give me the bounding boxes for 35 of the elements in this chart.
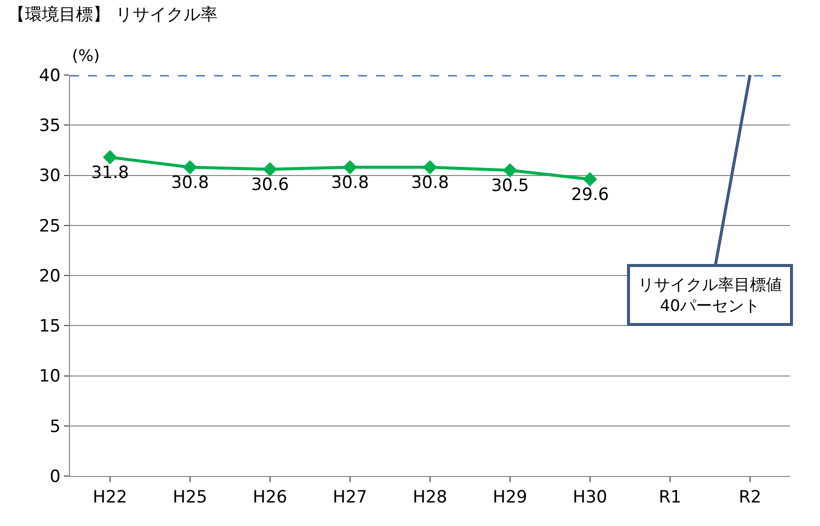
- x-tick-label: H25: [172, 487, 208, 508]
- y-tick-label: 5: [50, 416, 61, 437]
- x-tick-label: R1: [658, 487, 682, 508]
- x-tick-label: R2: [738, 487, 762, 508]
- y-tick-label: 25: [38, 216, 61, 236]
- annotation: リサイクル率目標値 40パーセント: [638, 275, 782, 315]
- chart-title: 【環境目標】 リサイクル率: [8, 4, 218, 25]
- y-tick-label: 20: [38, 266, 61, 286]
- data-label: 29.6: [571, 184, 609, 205]
- y-tick-label: 15: [38, 316, 61, 337]
- data-label: 31.8: [91, 162, 129, 183]
- x-tick-label: H29: [492, 487, 528, 508]
- y-tick-label: 30: [38, 166, 61, 186]
- point: [582, 172, 598, 186]
- point: [342, 160, 358, 174]
- point: [102, 150, 118, 164]
- x-tick-label: H28: [412, 487, 448, 508]
- x-tick-label: H27: [332, 487, 368, 508]
- data-label: 30.8: [171, 172, 209, 193]
- x-tick-label: H30: [572, 487, 608, 508]
- data-label: 30.8: [331, 172, 369, 193]
- point: [262, 162, 278, 176]
- y-tick-label: 40: [38, 66, 61, 86]
- point: [422, 160, 438, 174]
- y-tick-label: 10: [38, 366, 61, 387]
- data-label: 30.5: [491, 176, 529, 196]
- point: [502, 163, 518, 178]
- data-label: 30.6: [251, 174, 289, 195]
- y-tick-label: 35: [38, 116, 61, 136]
- point: [182, 160, 198, 174]
- x-tick-label: H22: [92, 487, 128, 508]
- y-axis-title: (%): [72, 46, 100, 65]
- x-tick-label: H26: [252, 487, 288, 508]
- y-tick-label: 0: [50, 466, 61, 487]
- data-label: 30.8: [411, 172, 449, 193]
